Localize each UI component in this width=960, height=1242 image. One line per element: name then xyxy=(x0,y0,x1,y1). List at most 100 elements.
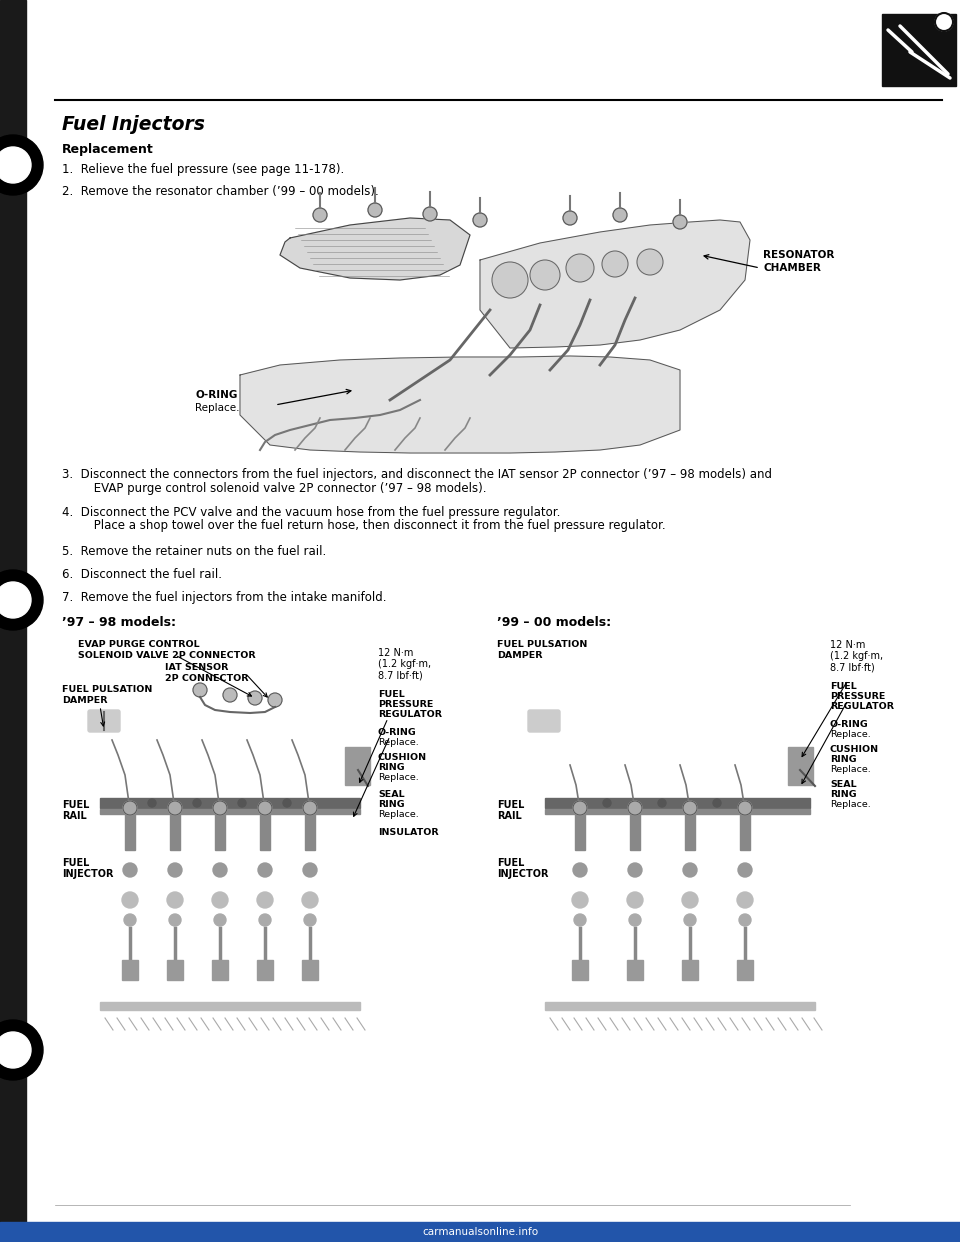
Bar xyxy=(125,810,135,850)
Bar xyxy=(682,960,698,980)
Text: 2.  Remove the resonator chamber (’99 – 00 models).: 2. Remove the resonator chamber (’99 – 0… xyxy=(62,185,379,197)
Bar xyxy=(302,960,318,980)
Bar xyxy=(100,1002,360,1010)
Text: FUEL: FUEL xyxy=(62,800,89,810)
Polygon shape xyxy=(480,220,750,348)
Circle shape xyxy=(573,801,587,815)
Text: w.emanualpro.com: w.emanualpro.com xyxy=(60,1225,153,1235)
Circle shape xyxy=(213,863,227,877)
Circle shape xyxy=(0,582,31,619)
Circle shape xyxy=(168,801,182,815)
Text: Replace.: Replace. xyxy=(830,730,871,739)
Text: FUEL: FUEL xyxy=(497,858,524,868)
Text: 5.  Remove the retainer nuts on the fuel rail.: 5. Remove the retainer nuts on the fuel … xyxy=(62,545,326,558)
Circle shape xyxy=(737,892,753,908)
Bar xyxy=(545,809,810,814)
Text: SEAL: SEAL xyxy=(830,780,856,789)
Circle shape xyxy=(613,207,627,222)
Bar xyxy=(212,960,228,980)
Circle shape xyxy=(193,799,201,807)
Text: Fuel Injectors: Fuel Injectors xyxy=(62,116,204,134)
Circle shape xyxy=(302,892,318,908)
Text: Replacement: Replacement xyxy=(62,143,154,156)
Circle shape xyxy=(268,693,282,707)
Text: 11-179: 11-179 xyxy=(790,1235,931,1242)
Circle shape xyxy=(935,12,953,31)
Text: (1.2 kgf·m,: (1.2 kgf·m, xyxy=(378,660,431,669)
Text: SOLENOID VALVE 2P CONNECTOR: SOLENOID VALVE 2P CONNECTOR xyxy=(78,651,255,660)
Text: CUSHION: CUSHION xyxy=(378,753,427,763)
Circle shape xyxy=(124,914,136,927)
Text: RESONATOR: RESONATOR xyxy=(763,250,834,260)
Bar xyxy=(685,810,695,850)
Circle shape xyxy=(739,914,751,927)
Bar xyxy=(257,960,273,980)
Bar xyxy=(260,810,270,850)
Circle shape xyxy=(0,1032,31,1068)
Circle shape xyxy=(248,691,262,705)
Text: EVAP purge control solenoid valve 2P connector (’97 – 98 models).: EVAP purge control solenoid valve 2P con… xyxy=(75,482,487,496)
Bar xyxy=(167,960,183,980)
Text: FUEL: FUEL xyxy=(830,682,856,691)
FancyBboxPatch shape xyxy=(528,710,560,732)
Circle shape xyxy=(566,255,594,282)
Text: FUEL PULSATION: FUEL PULSATION xyxy=(62,686,153,694)
Polygon shape xyxy=(280,219,470,279)
Circle shape xyxy=(713,799,721,807)
Circle shape xyxy=(658,799,666,807)
Circle shape xyxy=(368,202,382,217)
Circle shape xyxy=(423,207,437,221)
Circle shape xyxy=(530,260,560,289)
Text: SEAL: SEAL xyxy=(378,790,404,799)
Circle shape xyxy=(193,683,207,697)
Circle shape xyxy=(573,863,587,877)
Circle shape xyxy=(223,688,237,702)
Text: O-RING: O-RING xyxy=(830,720,869,729)
Text: PRESSURE: PRESSURE xyxy=(378,700,433,709)
Circle shape xyxy=(303,863,317,877)
Bar xyxy=(122,960,138,980)
Text: INSULATOR: INSULATOR xyxy=(378,828,439,837)
Circle shape xyxy=(0,135,43,195)
Bar xyxy=(575,810,585,850)
Bar xyxy=(740,810,750,850)
Circle shape xyxy=(673,215,687,229)
Circle shape xyxy=(627,892,643,908)
Circle shape xyxy=(572,892,588,908)
Circle shape xyxy=(473,212,487,227)
Text: IAT SENSOR: IAT SENSOR xyxy=(165,663,228,672)
Bar xyxy=(545,799,810,809)
Text: INJECTOR: INJECTOR xyxy=(497,869,548,879)
Circle shape xyxy=(574,914,586,927)
Circle shape xyxy=(738,863,752,877)
Text: 4.  Disconnect the PCV valve and the vacuum hose from the fuel pressure regulato: 4. Disconnect the PCV valve and the vacu… xyxy=(62,505,561,519)
Text: RING: RING xyxy=(378,800,404,809)
Bar xyxy=(627,960,643,980)
Circle shape xyxy=(682,892,698,908)
Circle shape xyxy=(563,211,577,225)
Text: REGULATOR: REGULATOR xyxy=(830,702,894,710)
Text: CHAMBER: CHAMBER xyxy=(763,263,821,273)
Circle shape xyxy=(0,147,31,183)
Bar xyxy=(345,746,370,785)
Bar xyxy=(215,810,225,850)
Text: (1.2 kgf·m,: (1.2 kgf·m, xyxy=(830,651,883,661)
Circle shape xyxy=(259,914,271,927)
Bar xyxy=(882,14,956,86)
Text: PRESSURE: PRESSURE xyxy=(830,692,885,700)
Text: 7.  Remove the fuel injectors from the intake manifold.: 7. Remove the fuel injectors from the in… xyxy=(62,591,387,604)
Text: carmanualsonline.info: carmanualsonline.info xyxy=(422,1227,538,1237)
Circle shape xyxy=(214,914,226,927)
Circle shape xyxy=(683,801,697,815)
Circle shape xyxy=(283,799,291,807)
Circle shape xyxy=(313,207,327,222)
Circle shape xyxy=(303,801,317,815)
FancyBboxPatch shape xyxy=(88,710,120,732)
Circle shape xyxy=(123,801,137,815)
Text: FUEL: FUEL xyxy=(378,691,405,699)
Circle shape xyxy=(683,863,697,877)
Circle shape xyxy=(238,799,246,807)
Bar xyxy=(0,0,26,1242)
Text: 2P CONNECTOR: 2P CONNECTOR xyxy=(165,674,249,683)
Text: 6.  Disconnect the fuel rail.: 6. Disconnect the fuel rail. xyxy=(62,568,222,581)
